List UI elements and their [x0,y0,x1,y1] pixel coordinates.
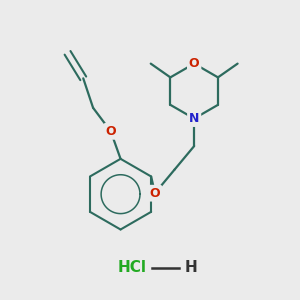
Text: HCl: HCl [118,260,147,275]
Text: O: O [189,57,200,70]
Text: H: H [185,260,198,275]
Text: O: O [105,125,116,138]
Text: N: N [189,112,200,125]
Text: O: O [150,187,160,200]
